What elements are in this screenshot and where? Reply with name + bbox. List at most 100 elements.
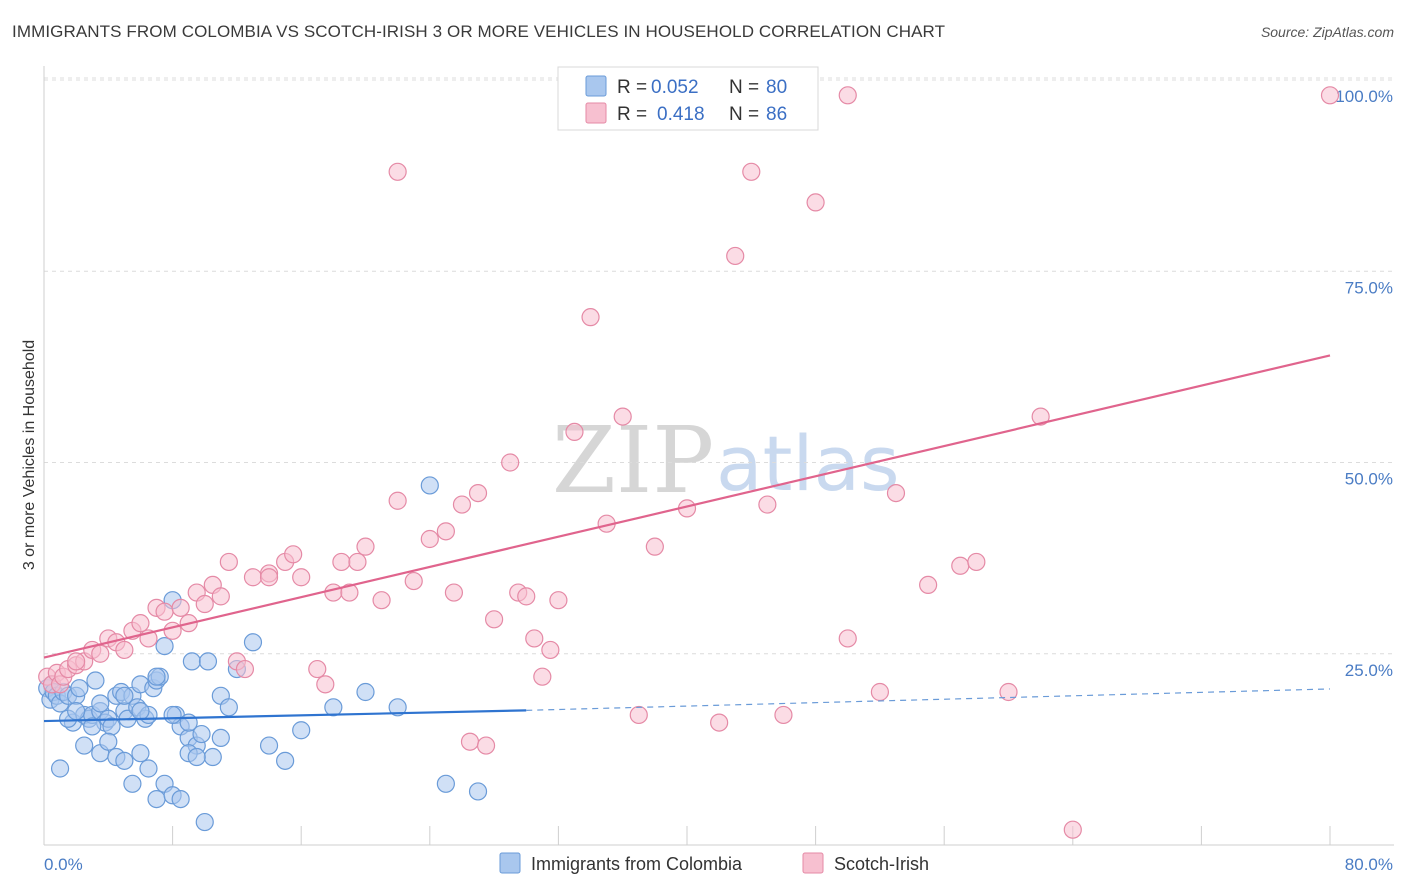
data-point-scotch-irish (1320, 86, 1340, 105)
data-point-scotch-irish (967, 552, 986, 572)
data-point-scotch-irish (195, 594, 214, 614)
legend-n-label-scotch-irish: N = (729, 104, 759, 125)
data-point-colombia (292, 721, 311, 740)
data-point-colombia (219, 698, 238, 717)
data-point-scotch-irish (316, 675, 335, 694)
data-point-colombia (50, 759, 70, 778)
data-point-scotch-irish (420, 529, 439, 549)
data-point-scotch-irish (999, 682, 1018, 702)
data-point-colombia (86, 671, 105, 690)
data-point-colombia (436, 774, 455, 793)
data-point-scotch-irish (629, 705, 648, 725)
data-point-scotch-irish (710, 713, 729, 732)
data-point-scotch-irish (613, 407, 632, 426)
axes: 25.0% 50.0% 75.0% 100.0% (43, 66, 1394, 846)
data-point-scotch-irish (324, 583, 343, 602)
data-point-colombia (139, 759, 158, 778)
data-point-colombia (356, 682, 375, 702)
data-point-scotch-irish (171, 598, 190, 617)
data-point-scotch-irish (541, 640, 560, 660)
data-point-scotch-irish (404, 571, 423, 591)
data-point-colombia (147, 789, 166, 809)
data-point-scotch-irish (549, 591, 568, 610)
data-point-scotch-irish (284, 545, 303, 564)
data-point-scotch-irish (348, 552, 367, 572)
y-tick-label: 50.0% (1345, 470, 1393, 489)
trend-lines (43, 354, 1331, 723)
data-point-scotch-irish (838, 86, 857, 105)
data-point-colombia (324, 698, 343, 717)
data-point-scotch-irish (67, 652, 86, 671)
data-point-scotch-irish (485, 610, 504, 629)
bottom-legend-swatch-scotch-irish (802, 852, 824, 874)
data-point-colombia (123, 774, 142, 793)
data-point-colombia (131, 702, 150, 721)
trend-line-colombia-extrapolated (526, 688, 1331, 711)
data-point-scotch-irish (525, 629, 544, 648)
data-point-scotch-irish (131, 614, 150, 633)
legend-r-value-colombia: 0.052 (651, 77, 699, 98)
data-point-scotch-irish (259, 568, 279, 587)
data-point-scotch-irish (372, 591, 391, 610)
data-point-scotch-irish (533, 667, 552, 686)
data-point-colombia (115, 686, 134, 705)
bottom-legend-label-scotch-irish: Scotch-Irish (834, 854, 929, 874)
grid-lines (44, 77, 1394, 655)
bottom-legend-swatch-colombia (499, 852, 521, 874)
legend-r-label-scotch-irish: R = (617, 104, 647, 125)
x-tick-label-max: 80.0% (1345, 855, 1393, 874)
series-scotch-irish-points (38, 86, 1340, 839)
data-point-scotch-irish (581, 308, 600, 327)
data-point-scotch-irish (211, 587, 230, 606)
data-point-scotch-irish (919, 575, 938, 595)
data-point-scotch-irish (219, 552, 238, 572)
data-point-scotch-irish (340, 583, 359, 602)
data-point-scotch-irish (951, 556, 970, 575)
data-point-scotch-irish (444, 583, 464, 602)
data-point-scotch-irish (436, 522, 455, 541)
data-point-scotch-irish (460, 732, 480, 751)
data-point-scotch-irish (292, 568, 311, 587)
data-point-scotch-irish (476, 736, 496, 755)
data-point-colombia (91, 694, 110, 713)
correlation-legend: R = 0.052 N = 80 R = 0.418 N = 86 (557, 66, 819, 131)
data-point-colombia (115, 751, 134, 770)
data-point-scotch-irish (870, 682, 890, 702)
legend-n-value-colombia: 80 (766, 77, 787, 98)
data-point-scotch-irish (1063, 820, 1082, 839)
trend-line-colombia (43, 709, 527, 723)
data-point-scotch-irish (501, 453, 520, 472)
legend-r-label-colombia: R = (617, 77, 647, 98)
data-point-colombia (187, 747, 206, 767)
data-point-scotch-irish (645, 537, 664, 556)
data-point-colombia (155, 636, 174, 656)
y-tick-label: 100.0% (1335, 87, 1393, 106)
legend-swatch-scotch-irish (585, 102, 607, 124)
data-point-scotch-irish (235, 659, 255, 679)
data-point-scotch-irish (155, 602, 174, 621)
data-point-scotch-irish (1031, 407, 1050, 426)
y-tick-label: 75.0% (1345, 278, 1393, 297)
trend-line-scotch-irish (43, 354, 1331, 659)
data-point-colombia (259, 736, 279, 755)
data-point-scotch-irish (115, 640, 134, 660)
data-point-scotch-irish (774, 705, 793, 725)
data-point-colombia (388, 698, 407, 717)
data-point-colombia (195, 812, 214, 832)
x-tick-label-min: 0.0% (44, 855, 83, 874)
data-point-colombia (67, 702, 86, 721)
data-point-scotch-irish (517, 587, 536, 606)
data-point-scotch-irish (886, 484, 906, 503)
data-point-colombia (131, 744, 150, 763)
data-point-colombia (192, 724, 211, 744)
bottom-legend-label-colombia: Immigrants from Colombia (531, 854, 743, 874)
data-point-scotch-irish (742, 162, 761, 181)
legend-n-label-colombia: N = (729, 77, 759, 98)
data-point-scotch-irish (332, 552, 351, 572)
data-point-colombia (420, 476, 439, 495)
legend-swatch-colombia (585, 75, 607, 97)
data-point-scotch-irish (388, 162, 407, 181)
data-point-scotch-irish (308, 659, 327, 679)
data-point-colombia (203, 747, 222, 767)
